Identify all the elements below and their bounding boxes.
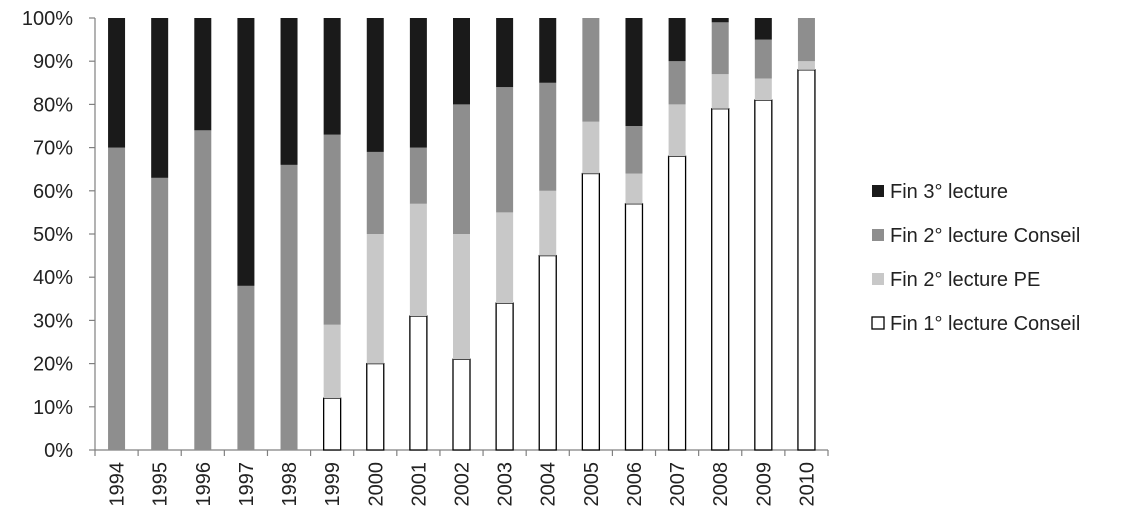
bar-segment-2003-1 <box>496 212 514 304</box>
x-tick-label: 1994 <box>107 462 129 507</box>
bar-segment-1999-0 <box>322 397 342 451</box>
x-tick-label: 2009 <box>753 462 775 507</box>
bar-segment-1996-2 <box>194 130 212 450</box>
bar-segment-2008-1 <box>711 74 729 109</box>
x-tick-label: 2005 <box>581 462 603 507</box>
bar-segment-2010-2 <box>797 18 815 62</box>
bar-segment-2009-2 <box>754 39 772 79</box>
legend-label: Fin 1° lecture Conseil <box>890 313 1080 335</box>
bar-segment-1994-3 <box>108 18 126 148</box>
bar-segment-2008-2 <box>711 22 729 75</box>
y-tick-label: 20% <box>33 354 73 376</box>
bar-segment-2007-3 <box>668 18 686 62</box>
bar-segment-2009-3 <box>754 18 772 40</box>
bar-segment-2006-0 <box>624 203 644 451</box>
bar-segment-1998-2 <box>280 164 298 450</box>
legend-swatch <box>872 273 884 285</box>
bar-segment-2002-2 <box>453 104 470 235</box>
bar-segment-1994-2 <box>108 147 126 450</box>
bar-segment-1999-3 <box>323 18 341 135</box>
legend-label: Fin 2° lecture PE <box>890 269 1040 291</box>
bar-segment-1998-3 <box>280 18 298 165</box>
y-tick-label: 30% <box>33 310 73 332</box>
y-tick-label: 50% <box>33 224 73 246</box>
bar-segment-2000-0 <box>366 362 385 451</box>
bar-segment-1999-1 <box>323 324 341 399</box>
y-tick-label: 0% <box>44 440 73 462</box>
bar-segment-2005-2 <box>582 18 600 122</box>
bar-segment-2010-1 <box>797 61 815 70</box>
y-tick-label: 40% <box>33 267 73 289</box>
bar-segment-2001-3 <box>409 18 427 148</box>
y-tick-label: 100% <box>22 8 73 30</box>
bar-segment-2003-2 <box>496 87 514 213</box>
x-tick-label: 2004 <box>538 462 560 507</box>
legend-swatch <box>872 229 884 241</box>
x-tick-label: 1995 <box>150 462 172 507</box>
x-axis: 1994 1995 1996 1997 1998 1999 2000 2001 2002 2003… <box>94 449 829 507</box>
x-tick-label: 2001 <box>408 462 430 507</box>
bar-segment-2008-0 <box>711 108 730 451</box>
bar-segment-2007-0 <box>667 155 687 451</box>
bar-segment-2001-2 <box>409 147 427 204</box>
bar-segment-2002-3 <box>453 18 470 105</box>
legend: Fin 3° lecture Fin 2° lecture Conseil Fin … <box>871 181 1080 335</box>
bar-segment-2009-0 <box>754 99 773 451</box>
x-tick-label: 1998 <box>279 462 301 507</box>
x-tick-label: 2006 <box>624 462 646 507</box>
bar-segment-1995-3 <box>151 18 169 178</box>
bar-segment-2000-3 <box>366 18 384 152</box>
x-tick-label: 1999 <box>322 462 344 507</box>
legend-swatch <box>871 316 885 330</box>
y-axis: 0% 10% 20% 30% 40% 50% 60% 70% 80% 90% 100% <box>22 8 96 462</box>
x-tick-label: 2002 <box>452 462 474 507</box>
bar-segment-2007-1 <box>668 104 686 157</box>
bar-segment-2004-1 <box>539 190 557 256</box>
bar-segment-2001-1 <box>409 203 427 317</box>
x-tick-label: 2008 <box>710 462 732 507</box>
bar-segment-2004-0 <box>538 254 557 451</box>
y-tick-label: 80% <box>33 94 73 116</box>
bar-segment-2008-3 <box>711 18 729 23</box>
bar-segment-2007-2 <box>668 61 686 105</box>
bar-segment-2002-1 <box>453 234 470 360</box>
bar-segment-1996-3 <box>194 18 212 131</box>
y-tick-label: 90% <box>33 51 73 73</box>
bar-segment-1995-2 <box>151 177 169 450</box>
x-tick-label: 2010 <box>796 462 818 507</box>
bar-segment-2000-2 <box>366 151 384 234</box>
x-tick-label: 2003 <box>495 462 517 507</box>
bar-segment-1997-3 <box>237 18 255 286</box>
bar-segment-2004-3 <box>539 18 557 83</box>
bar-segment-2006-2 <box>625 126 643 174</box>
bar-segment-2009-1 <box>754 78 772 101</box>
legend-label: Fin 2° lecture Conseil <box>890 225 1080 247</box>
bar-segment-2000-1 <box>366 234 384 364</box>
bar-segment-2003-3 <box>496 18 514 88</box>
bars <box>108 18 816 451</box>
x-tick-label: 2000 <box>365 462 387 507</box>
legend-label: Fin 3° lecture <box>890 181 1008 203</box>
y-tick-label: 70% <box>33 138 73 160</box>
y-tick-label: 10% <box>33 397 73 419</box>
bar-segment-2010-0 <box>797 69 816 451</box>
bar-segment-2005-0 <box>581 172 601 451</box>
y-tick-label: 60% <box>33 181 73 203</box>
bar-segment-2003-0 <box>495 302 514 451</box>
bar-segment-2004-2 <box>539 82 557 191</box>
bar-segment-1999-2 <box>323 134 341 325</box>
x-tick-label: 1997 <box>236 462 258 507</box>
bar-segment-2005-1 <box>582 121 600 174</box>
legend-swatch <box>872 185 884 197</box>
x-tick-label: 2007 <box>667 462 689 507</box>
x-tick-label: 1996 <box>193 462 215 507</box>
bar-segment-2001-0 <box>409 315 428 451</box>
bar-segment-2006-1 <box>625 173 643 204</box>
bar-segment-2002-0 <box>452 358 471 451</box>
bar-segment-1997-2 <box>237 285 255 450</box>
bar-segment-2006-3 <box>625 18 643 126</box>
